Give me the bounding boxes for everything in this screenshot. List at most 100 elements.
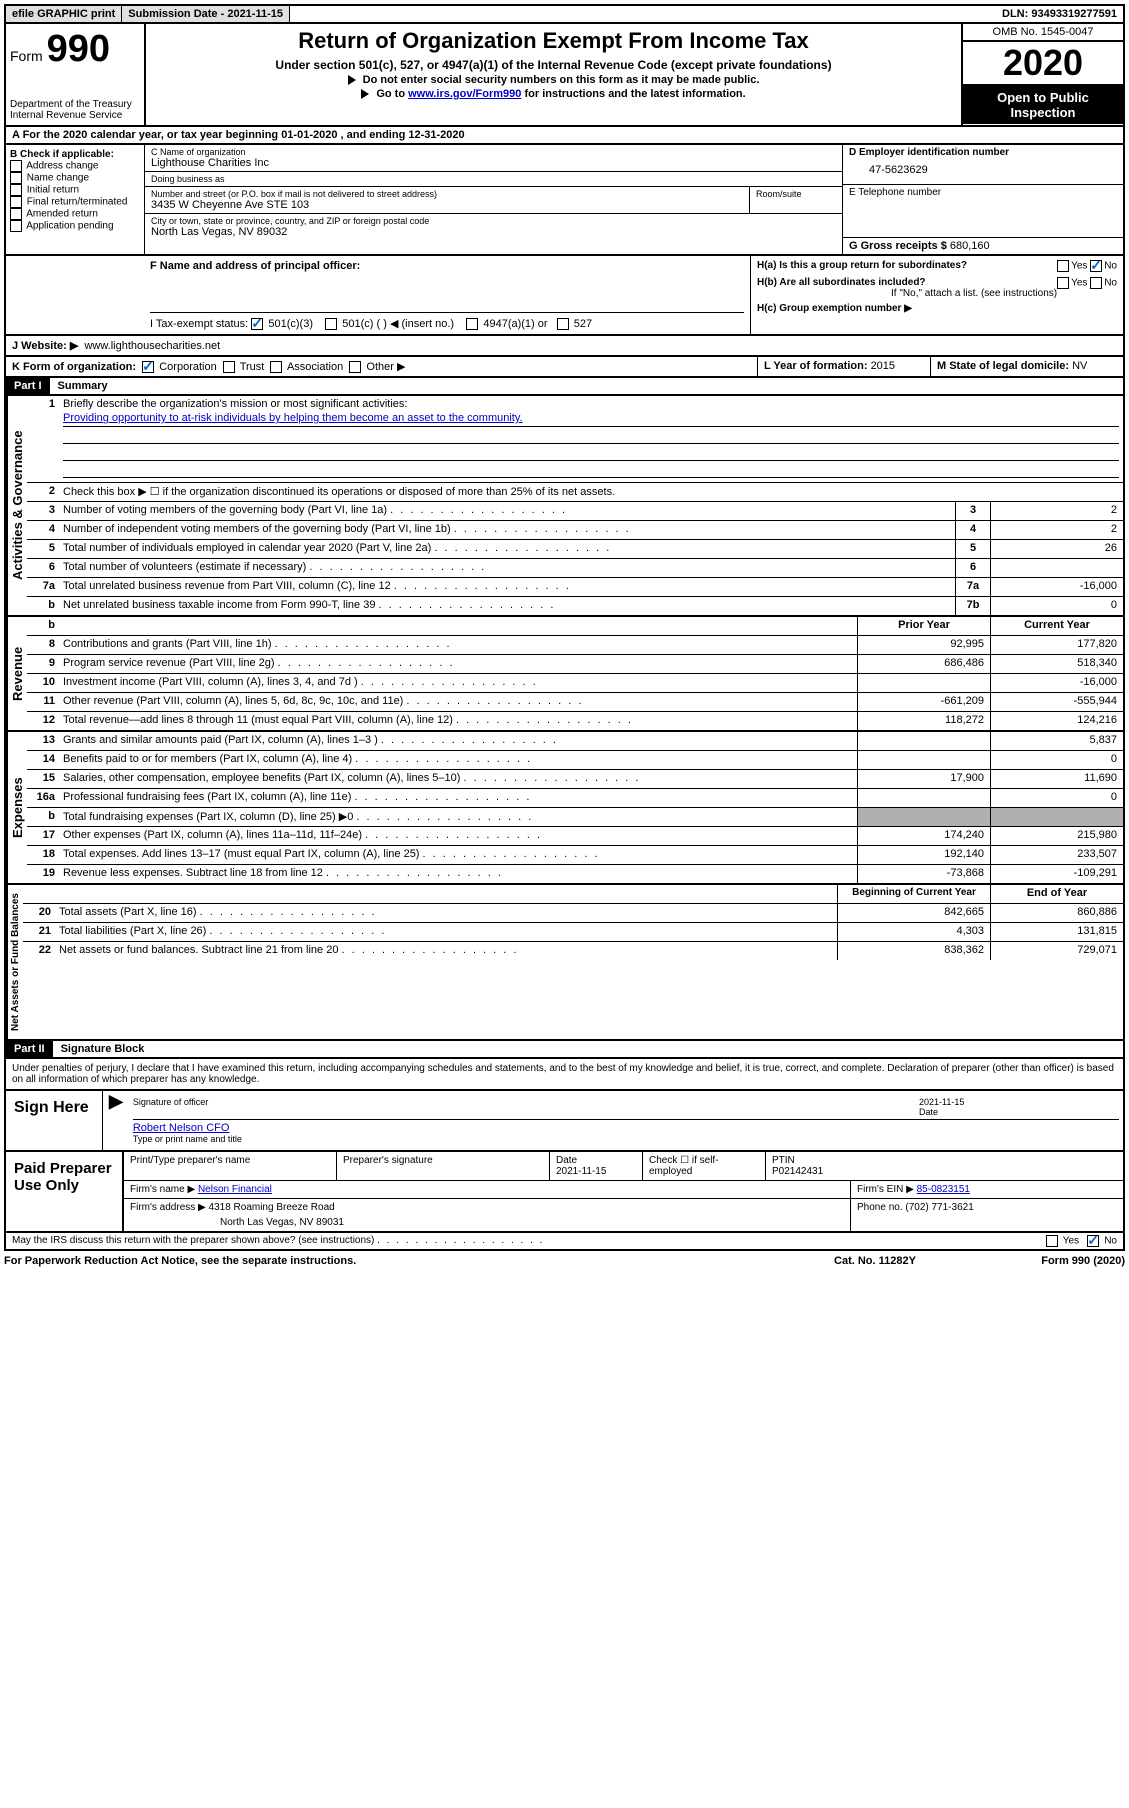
b-checkbox[interactable]	[10, 196, 22, 208]
k-other: Other ▶	[366, 361, 405, 373]
discuss-yes: Yes	[1063, 1236, 1079, 1247]
vlabel-netassets: Net Assets or Fund Balances	[6, 885, 23, 1039]
line-row: 8Contributions and grants (Part VIII, li…	[27, 636, 1123, 655]
revenue-table: Revenue b Prior Year Current Year 8Contr…	[4, 617, 1125, 732]
line-desc: Total unrelated business revenue from Pa…	[59, 578, 955, 596]
line-desc: Benefits paid to or for members (Part IX…	[59, 751, 857, 769]
hc-label: H(c) Group exemption number ▶	[757, 303, 912, 314]
row-a-tax-year: A For the 2020 calendar year, or tax yea…	[4, 127, 1125, 145]
instr2-pre: Go to	[376, 88, 408, 100]
line-num: b	[27, 617, 59, 635]
firm-ein: 85-0823151	[917, 1184, 970, 1195]
b-option: Name change	[10, 172, 140, 184]
line-desc: Grants and similar amounts paid (Part IX…	[59, 732, 857, 750]
line-num: 5	[27, 540, 59, 558]
type-name-label: Type or print name and title	[133, 1134, 1119, 1144]
q1-desc: Briefly describe the organization's miss…	[59, 396, 1123, 482]
line-row: 4Number of independent voting members of…	[27, 521, 1123, 540]
line-box: 4	[955, 521, 990, 539]
pra-notice: For Paperwork Reduction Act Notice, see …	[4, 1255, 775, 1267]
m-label: M State of legal domicile:	[937, 360, 1072, 372]
part2-header-row: Part II Signature Block	[4, 1041, 1125, 1059]
checkbox-501c3[interactable]	[251, 318, 263, 330]
paid-preparer-label: Paid Preparer Use Only	[6, 1152, 124, 1231]
f-label-text: F Name and address of principal officer:	[150, 260, 360, 272]
header-right: OMB No. 1545-0047 2020 Open to Public In…	[961, 24, 1123, 125]
line-val-curr: 0	[990, 751, 1123, 769]
line-val-prior: 174,240	[857, 827, 990, 845]
line-desc: Total expenses. Add lines 13–17 (must eq…	[59, 846, 857, 864]
dots	[354, 791, 531, 803]
ein-value: 47-5623629	[849, 158, 1117, 182]
opt-501c: 501(c) ( ) ◀ (insert no.)	[342, 318, 454, 330]
b-checkbox[interactable]	[10, 208, 22, 220]
k-assoc-checkbox[interactable]	[270, 361, 282, 373]
city-value: North Las Vegas, NV 89032	[151, 226, 836, 238]
prep-phone-label: Phone no.	[857, 1202, 905, 1213]
ha-yes-checkbox[interactable]	[1057, 260, 1069, 272]
line-desc: Total number of individuals employed in …	[59, 540, 955, 558]
form-label: Form	[10, 48, 43, 64]
hb-yes-checkbox[interactable]	[1057, 277, 1069, 289]
line-num: 2	[27, 483, 59, 501]
ha-row: H(a) Is this a group return for subordin…	[757, 260, 1117, 271]
line-desc: Net assets or fund balances. Subtract li…	[55, 942, 837, 960]
dots	[326, 867, 503, 879]
line-row: 10Investment income (Part VIII, column (…	[27, 674, 1123, 693]
dots	[454, 523, 631, 535]
line-val-prior: 838,362	[837, 942, 990, 960]
dots	[200, 906, 377, 918]
line-row: 18Total expenses. Add lines 13–17 (must …	[27, 846, 1123, 865]
tax-exempt-label: I Tax-exempt status:	[150, 318, 248, 330]
q2-desc: Check this box ▶ ☐ if the organization d…	[59, 483, 1123, 501]
k-trust-checkbox[interactable]	[223, 361, 235, 373]
prep-phone: (702) 771-3621	[905, 1202, 973, 1213]
efile-button[interactable]: efile GRAPHIC print	[6, 6, 122, 22]
l-value: 2015	[871, 360, 895, 372]
line-num: 20	[23, 904, 55, 922]
col-b-spacer	[6, 256, 144, 334]
checkbox-4947[interactable]	[466, 318, 478, 330]
omb-number: OMB No. 1545-0047	[963, 24, 1123, 42]
line-num: b	[27, 597, 59, 615]
b-checkbox[interactable]	[10, 184, 22, 196]
org-name: Lighthouse Charities Inc	[151, 157, 836, 169]
line-row: 11Other revenue (Part VIII, column (A), …	[27, 693, 1123, 712]
tax-year: 2020	[963, 42, 1123, 86]
governance-table: Activities & Governance 1 Briefly descri…	[4, 396, 1125, 617]
b-checkbox[interactable]	[10, 160, 22, 172]
governance-body: 1 Briefly describe the organization's mi…	[27, 396, 1123, 615]
line-row: bTotal fundraising expenses (Part IX, co…	[27, 808, 1123, 827]
form-title: Return of Organization Exempt From Incom…	[154, 28, 953, 54]
discuss-yes-checkbox[interactable]	[1046, 1235, 1058, 1247]
form990-link[interactable]: www.irs.gov/Form990	[408, 88, 521, 100]
ha-label: H(a) Is this a group return for subordin…	[757, 260, 967, 271]
discuss-no-checkbox[interactable]	[1087, 1235, 1099, 1247]
discuss-label: May the IRS discuss this return with the…	[12, 1235, 374, 1246]
k-corp-checkbox[interactable]	[142, 361, 154, 373]
b-checkbox[interactable]	[10, 172, 22, 184]
hb-row: H(b) Are all subordinates included? Yes …	[757, 277, 1117, 288]
dots	[209, 925, 386, 937]
line-row: 6Total number of volunteers (estimate if…	[27, 559, 1123, 578]
line-val-curr: -16,000	[990, 674, 1123, 692]
line-val-prior	[857, 808, 990, 826]
sig-date-value: 2021-11-15	[919, 1097, 1119, 1107]
k-other-checkbox[interactable]	[349, 361, 361, 373]
line-val-prior	[857, 789, 990, 807]
checkbox-501c[interactable]	[325, 318, 337, 330]
submission-date[interactable]: Submission Date - 2021-11-15	[122, 6, 290, 22]
line-val-prior: -661,209	[857, 693, 990, 711]
checkbox-527[interactable]	[557, 318, 569, 330]
line-num: 3	[27, 502, 59, 520]
line-val-curr: 729,071	[990, 942, 1123, 960]
line-num: 18	[27, 846, 59, 864]
line-box: 7a	[955, 578, 990, 596]
line-desc: Total revenue—add lines 8 through 11 (mu…	[59, 712, 857, 730]
line-num: 12	[27, 712, 59, 730]
line-val-prior: 192,140	[857, 846, 990, 864]
hb-no-checkbox[interactable]	[1090, 277, 1102, 289]
ha-no-checkbox[interactable]	[1090, 260, 1102, 272]
dots	[355, 753, 532, 765]
b-checkbox[interactable]	[10, 220, 22, 232]
